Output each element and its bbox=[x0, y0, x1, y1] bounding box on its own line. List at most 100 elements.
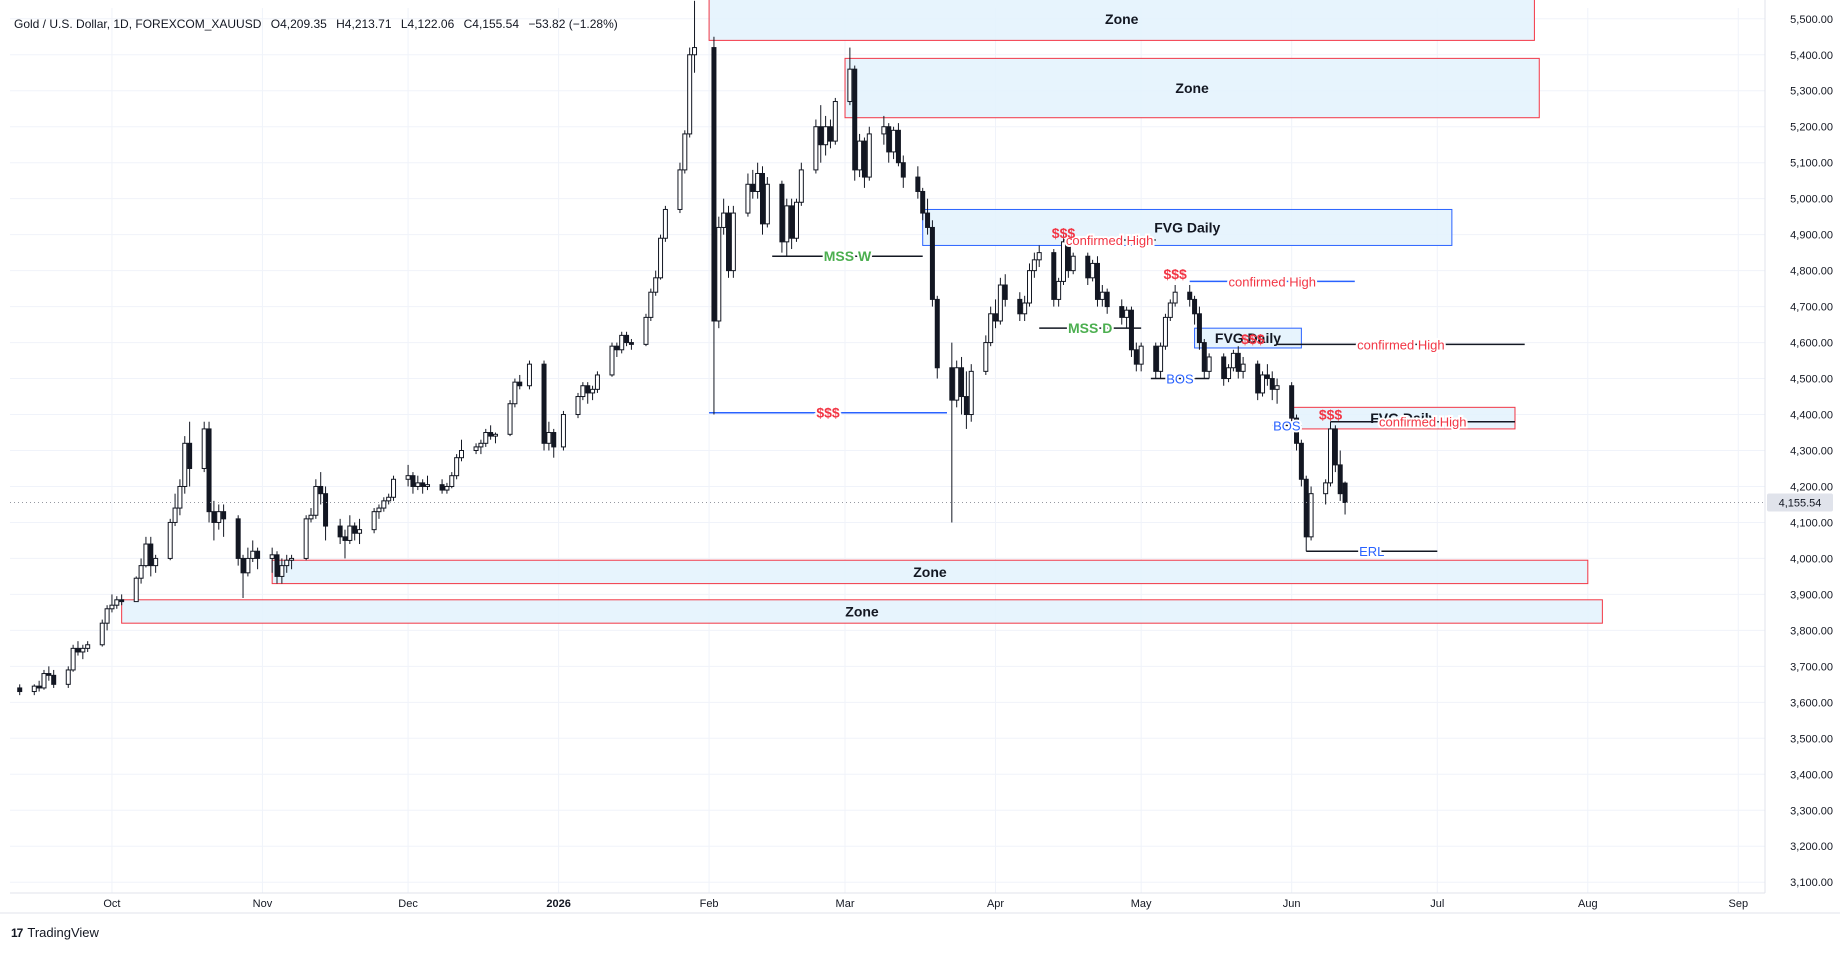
candle-body bbox=[1158, 345, 1164, 372]
candle-body bbox=[337, 525, 343, 538]
candle bbox=[745, 173, 751, 217]
candle bbox=[274, 551, 280, 584]
zone-label: FVG Daily bbox=[1215, 330, 1281, 346]
level-label: ERL bbox=[1359, 544, 1384, 559]
candle-body bbox=[900, 162, 906, 178]
candle bbox=[643, 313, 649, 347]
candle bbox=[852, 65, 858, 181]
candle-body bbox=[405, 475, 411, 480]
candle-body bbox=[1017, 298, 1023, 315]
candle bbox=[963, 371, 969, 429]
symbol-legend[interactable]: Gold / U.S. Dollar, 1D, FOREXCOM_XAUUSD … bbox=[14, 17, 624, 31]
candle bbox=[206, 421, 212, 523]
candle-body bbox=[968, 370, 974, 416]
candle-body bbox=[895, 129, 901, 164]
candle bbox=[891, 126, 897, 160]
candle bbox=[983, 335, 989, 375]
candle-body bbox=[949, 367, 955, 401]
candle-body bbox=[847, 68, 853, 103]
candle-body bbox=[517, 381, 523, 387]
candle-body bbox=[823, 126, 829, 146]
y-tick-label: 3,900.00 bbox=[1790, 589, 1833, 601]
candle-body bbox=[779, 183, 785, 243]
candle bbox=[1196, 306, 1202, 350]
y-tick-label: 3,400.00 bbox=[1790, 769, 1833, 781]
y-tick-label: 3,600.00 bbox=[1790, 697, 1833, 709]
candle-body bbox=[1070, 255, 1076, 272]
candle bbox=[1022, 295, 1028, 321]
candle-body bbox=[172, 507, 178, 523]
candle bbox=[764, 177, 770, 228]
candle bbox=[517, 374, 523, 390]
candle-body bbox=[1332, 428, 1338, 466]
zone-box bbox=[922, 208, 1453, 246]
candle-body bbox=[1269, 378, 1275, 390]
candle bbox=[1201, 338, 1207, 379]
candle bbox=[560, 410, 566, 451]
candle-body bbox=[153, 557, 159, 567]
candle bbox=[444, 482, 450, 494]
x-tick-label: Jun bbox=[1283, 898, 1301, 910]
tradingview-logo[interactable]: 17 TradingView bbox=[11, 925, 99, 940]
candle-body bbox=[560, 414, 566, 448]
candle bbox=[104, 605, 110, 631]
candle bbox=[789, 198, 795, 250]
candle bbox=[99, 619, 105, 647]
candle-body bbox=[658, 237, 664, 279]
symbol-title[interactable]: Gold / U.S. Dollar, 1D, FOREXCOM_XAUUSD bbox=[14, 17, 262, 31]
candle bbox=[1255, 360, 1261, 401]
candle bbox=[813, 119, 819, 174]
candle-body bbox=[425, 484, 431, 487]
candle bbox=[269, 547, 275, 573]
zone-box bbox=[708, 0, 1535, 41]
candle-body bbox=[609, 345, 615, 376]
candle bbox=[347, 515, 353, 545]
candle bbox=[818, 105, 824, 163]
candle-body bbox=[1060, 241, 1066, 282]
candle-body bbox=[915, 176, 921, 192]
candle bbox=[410, 472, 416, 494]
candle-body bbox=[963, 396, 969, 416]
y-tick-label: 5,200.00 bbox=[1790, 122, 1833, 134]
candle bbox=[381, 497, 387, 512]
candle bbox=[614, 342, 620, 357]
candle bbox=[478, 439, 484, 455]
candle-body bbox=[551, 432, 557, 448]
candle-body bbox=[221, 511, 227, 520]
candle bbox=[182, 436, 188, 494]
candle-body bbox=[993, 313, 999, 322]
candle bbox=[1056, 277, 1062, 307]
candle-body bbox=[473, 446, 479, 451]
level-label: confirmed High bbox=[1229, 274, 1316, 289]
candle-body bbox=[624, 334, 630, 344]
candle-body bbox=[1289, 385, 1295, 419]
candle-body bbox=[1002, 284, 1008, 300]
candle bbox=[1162, 313, 1168, 350]
candle bbox=[575, 392, 581, 419]
candle-body bbox=[1099, 291, 1105, 300]
candle bbox=[279, 558, 285, 584]
candle-body bbox=[891, 129, 897, 153]
candle bbox=[250, 540, 256, 563]
candle-body bbox=[954, 367, 960, 401]
high-value: H4,213.71 bbox=[336, 17, 392, 31]
candle bbox=[153, 554, 159, 573]
candle bbox=[1323, 479, 1329, 505]
candle-body bbox=[929, 226, 935, 300]
candle bbox=[993, 299, 999, 329]
candle bbox=[726, 205, 732, 278]
candle-body bbox=[1255, 363, 1261, 394]
candle bbox=[235, 515, 241, 566]
candle bbox=[1138, 342, 1144, 372]
candle bbox=[526, 360, 532, 390]
candle bbox=[823, 115, 829, 156]
candle bbox=[1230, 349, 1236, 372]
level-label: BOS bbox=[1166, 372, 1194, 387]
level-label: $$$ bbox=[816, 405, 840, 421]
candle-body bbox=[721, 212, 727, 228]
candle-body bbox=[376, 507, 382, 513]
candle bbox=[313, 479, 319, 519]
